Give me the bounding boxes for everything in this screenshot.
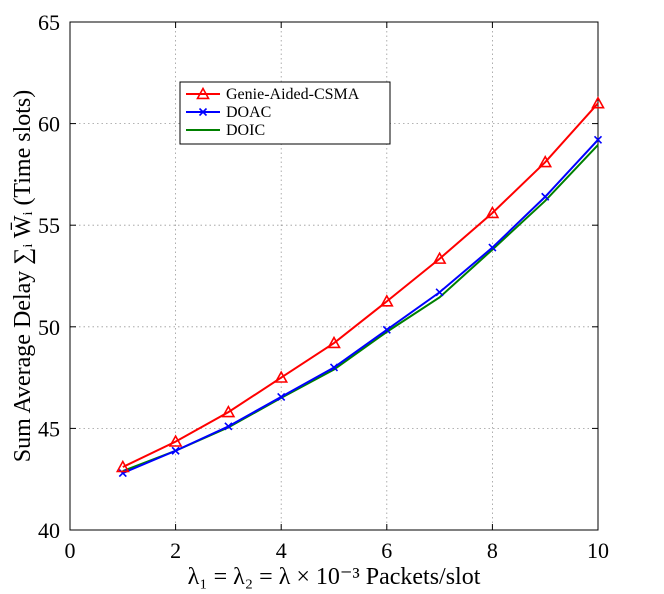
data-point-genie-aided-csma [432, 251, 447, 264]
series-group [115, 96, 605, 478]
y-axis-label: Sum Average Delay ∑ᵢ W̄ᵢ (Time slots) [10, 90, 36, 462]
data-point-doac [593, 135, 603, 144]
data-point-doac-stroke [488, 243, 497, 252]
tick-labels: 0 2 4 6 8 10 40 45 50 55 60 65 [38, 10, 609, 563]
data-point-genie-aided-csma [327, 335, 341, 349]
data-point-doac [541, 192, 550, 201]
legend-marker-doac [198, 107, 208, 117]
x-tick-label: 6 [381, 538, 392, 563]
legend-marker-genie-aided-csma [196, 86, 210, 100]
legend-label-doic: DOIC [226, 122, 265, 139]
legend-marker-doac-stroke [198, 107, 208, 117]
data-point-doac [171, 446, 180, 455]
data-point-doac-stroke [382, 325, 391, 334]
data-point-doac-stroke [277, 392, 286, 401]
data-point-doac [435, 288, 444, 297]
legend-label-doac: DOAC [226, 104, 271, 121]
x-tick-label: 8 [487, 538, 498, 563]
axis-ticks [69, 21, 599, 531]
data-point-doac-stroke [541, 192, 550, 201]
x-tick-label: 4 [276, 538, 287, 563]
series-line-doac [122, 139, 599, 475]
data-point-genie-aided-csma [168, 434, 183, 447]
x-tick-label: 10 [587, 538, 609, 563]
y-tick-label: 55 [38, 213, 60, 238]
data-point-doac [382, 325, 391, 334]
data-point-doac-stroke [171, 446, 180, 455]
series-genie-aided-csma [115, 96, 605, 473]
plot-frame [69, 21, 599, 531]
y-tick-label: 60 [38, 112, 60, 137]
data-point-doac-stroke [593, 135, 603, 144]
data-point-doac-stroke [435, 288, 444, 297]
y-tick-label: 45 [38, 416, 60, 441]
series-line-genie-aided-csma [122, 102, 599, 468]
data-point-genie-aided-csma [379, 294, 394, 307]
y-tick-label: 50 [38, 315, 60, 340]
x-tick-label: 2 [170, 538, 181, 563]
data-point-genie-aided-csma [221, 404, 236, 418]
data-point-genie-aided-csma [591, 96, 605, 109]
y-tick-label: 65 [38, 10, 60, 35]
series-line-doic [122, 144, 599, 473]
data-point-genie-aided-csma [538, 155, 553, 168]
data-point-genie-aided-csma [274, 370, 289, 383]
x-tick-label: 0 [65, 538, 76, 563]
data-point-genie-aided-csma [485, 205, 500, 219]
data-point-doac [329, 363, 339, 372]
data-point-doac [488, 243, 497, 252]
series-doic [122, 144, 599, 473]
x-axis-label: λ₁ = λ₂ = λ × 10⁻³ Packets/slot [188, 564, 481, 590]
legend-label-genie-aided-csma: Genie-Aided-CSMA [226, 86, 360, 103]
data-point-genie-aided-csma [115, 459, 130, 473]
y-tick-label: 40 [38, 518, 60, 543]
data-point-doac-stroke [224, 422, 233, 431]
data-point-doac [277, 392, 286, 401]
series-doac [118, 135, 603, 478]
data-point-doac-stroke [329, 363, 339, 372]
data-point-doac [224, 422, 233, 431]
